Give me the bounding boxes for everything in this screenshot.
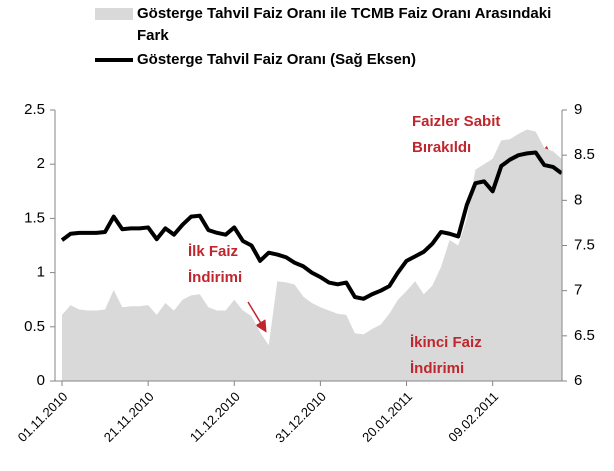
legend-label: Gösterge Tahvil Faiz Oranı ile TCMB Faiz… — [137, 5, 552, 44]
y-tick-label: 2.5 — [24, 101, 45, 118]
y2-tick-label: 9 — [574, 101, 582, 118]
y-tick-label: 0 — [37, 372, 45, 389]
annotation: Faizler Sabit — [412, 113, 500, 130]
y-tick-label: 2 — [37, 155, 45, 172]
y2-tick-label: 8 — [574, 191, 582, 208]
y2-tick-label: 6.5 — [574, 327, 595, 344]
y2-tick-label: 6 — [574, 372, 582, 389]
annotation: İkinci Faiz — [410, 334, 482, 351]
annotation-arrow — [247, 301, 267, 333]
x-tick-label: 21.11.2010 — [101, 389, 157, 445]
x-tick-label: 31.12.2010 — [272, 389, 329, 446]
y-tick-label: 0.5 — [24, 318, 45, 335]
annotation: İndirimi — [188, 269, 242, 286]
line — [60, 150, 563, 301]
annotation: Bırakıldı — [412, 139, 471, 156]
y2-tick-label: 7 — [574, 282, 582, 299]
legend-swatch-area — [95, 8, 133, 20]
annotation: İndirimi — [410, 360, 464, 377]
x-tick-label: 09.02.2011 — [445, 389, 501, 445]
x-tick-label: 20.01.2011 — [359, 389, 415, 445]
y-tick-label: 1.5 — [24, 209, 45, 226]
x-tick-label: 01.11.2010 — [15, 389, 71, 445]
area — [62, 129, 562, 381]
x-tick-label: 11.12.2010 — [187, 389, 243, 445]
y2-tick-label: 8.5 — [574, 146, 595, 163]
y2-tick-label: 7.5 — [574, 236, 595, 253]
legend-label: Gösterge Tahvil Faiz Oranı (Sağ Eksen) — [137, 51, 416, 68]
annotation: İlk Faiz — [188, 243, 238, 260]
y-tick-label: 1 — [37, 264, 45, 281]
